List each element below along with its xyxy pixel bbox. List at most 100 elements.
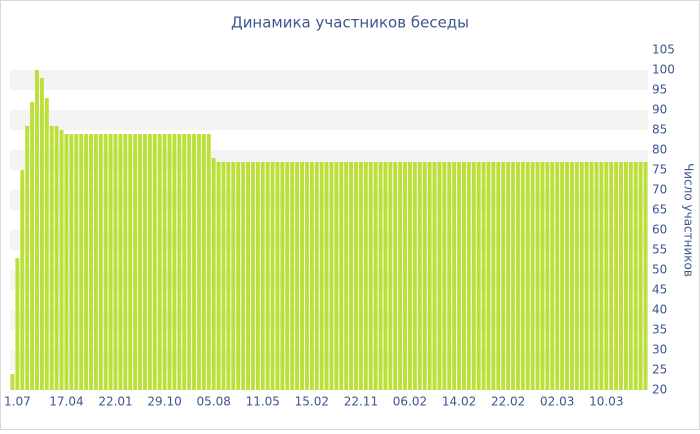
bar bbox=[64, 134, 69, 390]
bar bbox=[560, 162, 565, 390]
bar bbox=[138, 134, 143, 390]
bar bbox=[118, 134, 123, 390]
y-tick-label: 35 bbox=[652, 323, 667, 337]
bar bbox=[314, 162, 319, 390]
chart-title: Динамика участников беседы bbox=[231, 14, 469, 32]
bar bbox=[211, 158, 216, 390]
bar bbox=[319, 162, 324, 390]
bar bbox=[157, 134, 162, 390]
bar bbox=[599, 162, 604, 390]
bar bbox=[30, 102, 35, 390]
y-tick-label: 80 bbox=[652, 143, 667, 157]
bar bbox=[25, 126, 30, 390]
bar bbox=[246, 162, 250, 390]
bar bbox=[555, 162, 560, 390]
bar bbox=[417, 162, 422, 390]
bar bbox=[496, 162, 501, 390]
bar bbox=[515, 162, 520, 390]
bar bbox=[614, 162, 619, 390]
bar bbox=[260, 162, 265, 390]
bar bbox=[393, 162, 398, 390]
bar bbox=[643, 162, 648, 390]
bar bbox=[579, 162, 584, 390]
y-tick-label: 75 bbox=[652, 163, 667, 177]
bar bbox=[54, 126, 59, 390]
bar bbox=[98, 134, 103, 390]
bar bbox=[35, 70, 39, 390]
bar bbox=[545, 162, 550, 390]
bar bbox=[633, 162, 638, 390]
x-tick-label: 15.02 bbox=[295, 395, 329, 409]
bar bbox=[216, 162, 221, 390]
bar bbox=[540, 162, 545, 390]
y-axis-label: Число участников bbox=[682, 163, 696, 277]
bar bbox=[280, 162, 285, 390]
bar bbox=[329, 162, 334, 390]
bar bbox=[309, 162, 314, 390]
bar bbox=[550, 162, 555, 390]
bar bbox=[609, 162, 614, 390]
x-tick-label: 22.11 bbox=[344, 395, 378, 409]
bar bbox=[378, 162, 383, 390]
x-tick-label: 22.02 bbox=[491, 395, 525, 409]
bar bbox=[123, 134, 128, 390]
y-tick-label: 25 bbox=[652, 363, 667, 377]
bar bbox=[15, 258, 20, 390]
bar bbox=[412, 162, 417, 390]
bar bbox=[383, 162, 388, 390]
bar bbox=[422, 162, 427, 390]
bar bbox=[250, 162, 255, 390]
bar bbox=[520, 162, 525, 390]
grid-band bbox=[10, 70, 648, 90]
x-tick-label: 17.04 bbox=[49, 395, 83, 409]
bar bbox=[39, 78, 44, 390]
bar bbox=[535, 162, 540, 390]
bar bbox=[344, 162, 349, 390]
bar bbox=[339, 162, 344, 390]
bar bbox=[471, 162, 476, 390]
bar bbox=[236, 162, 241, 390]
bar bbox=[201, 134, 206, 390]
x-tick-label: 14.02 bbox=[442, 395, 476, 409]
bar bbox=[84, 134, 89, 390]
bar bbox=[103, 134, 108, 390]
bar bbox=[300, 162, 304, 390]
bar bbox=[452, 162, 457, 390]
bar bbox=[59, 130, 64, 390]
y-tick-label: 40 bbox=[652, 303, 667, 317]
grid-band bbox=[10, 110, 648, 130]
bar bbox=[20, 170, 25, 390]
bar bbox=[142, 134, 147, 390]
bar bbox=[349, 162, 354, 390]
bar bbox=[491, 162, 496, 390]
bar bbox=[334, 162, 339, 390]
y-tick-label: 60 bbox=[652, 223, 667, 237]
y-tick-label: 50 bbox=[652, 263, 667, 277]
bar bbox=[275, 162, 280, 390]
bar bbox=[604, 162, 609, 390]
bar bbox=[270, 162, 275, 390]
bar bbox=[182, 134, 187, 390]
bar bbox=[152, 134, 157, 390]
bar bbox=[231, 162, 236, 390]
bar bbox=[569, 162, 574, 390]
bar bbox=[295, 162, 300, 390]
y-tick-label: 90 bbox=[652, 103, 667, 117]
bar bbox=[79, 134, 84, 390]
bar bbox=[10, 374, 15, 390]
bar bbox=[584, 162, 589, 390]
y-tick-label: 45 bbox=[652, 283, 667, 297]
y-tick-label: 55 bbox=[652, 243, 667, 257]
x-tick-label: 22.01 bbox=[98, 395, 132, 409]
bar bbox=[594, 162, 599, 390]
bar bbox=[44, 98, 49, 390]
bar bbox=[241, 162, 246, 390]
bar bbox=[196, 134, 201, 390]
bar bbox=[486, 162, 491, 390]
x-tick-label: 29.10 bbox=[147, 395, 181, 409]
bar bbox=[432, 162, 437, 390]
bar bbox=[565, 162, 569, 390]
bar bbox=[358, 162, 363, 390]
bar bbox=[511, 162, 516, 390]
